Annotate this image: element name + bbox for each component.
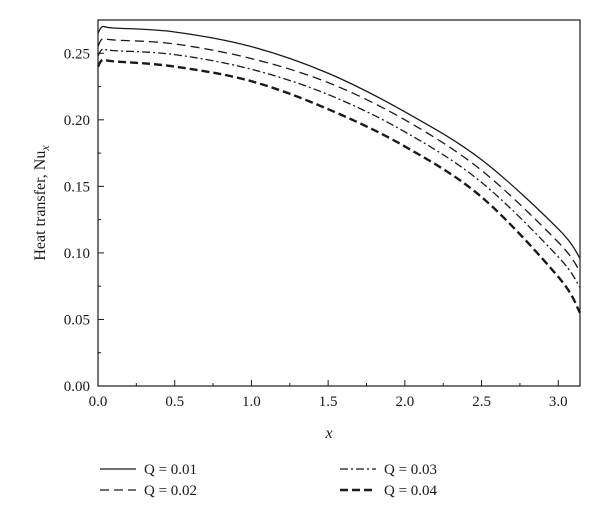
x-tick-label: 0.5	[165, 394, 184, 410]
legend-label-3: Q = 0.03	[384, 462, 437, 478]
x-tick-label: 2.0	[395, 394, 414, 410]
y-tick-label: 0.15	[64, 179, 90, 195]
legend-label-1: Q = 0.01	[144, 462, 197, 478]
x-tick-label: 2.5	[472, 394, 491, 410]
y-tick-label: 0.25	[64, 46, 90, 62]
x-tick-label: 3.0	[549, 394, 568, 410]
axis-ticks	[97, 52, 559, 387]
legend: Q = 0.01 Q = 0.02 Q = 0.03 Q = 0.04	[100, 462, 438, 499]
series-line-1	[97, 25, 581, 259]
y-tick-label: 0.20	[64, 113, 90, 129]
y-axis-label: Heat transfer, Nux	[32, 145, 52, 261]
legend-label-2: Q = 0.02	[144, 483, 197, 499]
y-axis-label-text: Heat transfer, Nu	[32, 151, 49, 261]
x-tick-label: 1.5	[319, 394, 338, 410]
series-lines	[96, 25, 582, 314]
legend-label-4: Q = 0.04	[384, 483, 438, 499]
series-line-3	[97, 48, 581, 288]
series-line-2	[97, 37, 581, 272]
tick-labels: 0.0 0.5 1.0 1.5 2.0 2.5 3.0 0.00 0.05 0.10 0.15 0.2…	[64, 46, 568, 410]
x-axis-label: x	[324, 425, 332, 442]
x-tick-label: 0.0	[89, 394, 108, 410]
x-tick-label: 1.0	[242, 394, 261, 410]
y-tick-label: 0.05	[64, 312, 90, 328]
y-tick-label: 0.00	[64, 379, 90, 395]
y-tick-label: 0.10	[64, 246, 90, 262]
y-axis-label-subscript: x	[38, 145, 52, 152]
series-line-4	[96, 58, 582, 314]
plot-frame	[97, 19, 581, 387]
